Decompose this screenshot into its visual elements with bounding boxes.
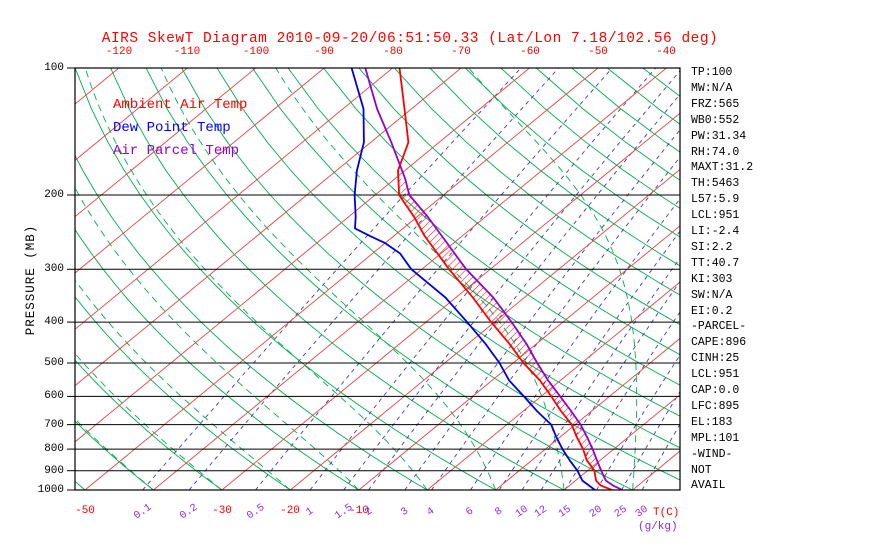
stats-line: PW:31.34: [691, 129, 747, 143]
bottom-temp-label: -10: [349, 505, 369, 517]
temp-unit-label: T(C): [653, 507, 680, 519]
plot-border: [74, 67, 681, 491]
pressure-tick-label: 400: [44, 316, 64, 328]
pressure-tick-label: 200: [44, 189, 64, 201]
mixing-ratio-label: 3: [398, 505, 412, 519]
mixing-ratio-label: 0.1: [131, 501, 155, 523]
legend-ambient-label: Ambient Air Temp: [113, 97, 248, 113]
mixing-ratio-label: 30: [633, 503, 651, 521]
top-temp-label: -110: [173, 46, 201, 58]
dewpoint-curve: [350, 68, 596, 490]
stats-line: WB0:552: [691, 113, 740, 127]
ambient-temp-curve: [397, 68, 613, 490]
stats-line: MAXT:31.2: [691, 161, 754, 175]
mixing-ratio-label: 25: [612, 503, 630, 521]
stats-line: MPL:101: [691, 431, 740, 445]
dry-adiabats-group: [75, 68, 680, 490]
pressure-tick-label: 900: [44, 465, 64, 477]
mixing-unit-label: (g/kg): [638, 521, 678, 533]
mixing-ratio-label: 6: [463, 505, 477, 519]
stats-line: CAP:0.0: [691, 384, 740, 397]
pressure-tick-label: 1000: [37, 484, 64, 496]
pressure-tick-label: 500: [44, 357, 64, 369]
pressure-tick-label: 600: [44, 390, 64, 402]
mixing-ratio-label: 15: [556, 503, 574, 521]
mixing-ratio-label: 0.5: [244, 501, 268, 523]
pressure-tick-label: 300: [44, 263, 64, 275]
stats-line: CINH:25: [691, 352, 740, 366]
top-temp-label: -50: [588, 46, 608, 58]
mixing-ratio-label: 4: [424, 505, 438, 519]
stats-line: TH:5463: [691, 177, 740, 191]
mixing-ratio-lines-group: [142, 68, 680, 490]
stats-line: -PARCEL-: [691, 320, 747, 334]
stats-line: MW:N/A: [691, 81, 733, 95]
mixing-ratio-label: 0.2: [177, 501, 201, 523]
isotherms-group: [75, 68, 680, 490]
top-temp-label: -100: [242, 46, 270, 58]
stats-line: LCL:951: [691, 209, 740, 223]
stats-line: EI:0.2: [691, 304, 733, 318]
stats-line: EL:183: [691, 415, 733, 429]
stats-line: SI:2.2: [691, 240, 733, 254]
chart-title: AIRS SkewT Diagram 2010-09-20/06:51:50.3…: [101, 31, 719, 47]
stats-line: SW:N/A: [691, 288, 733, 302]
legend-parcel-label: Air Parcel Temp: [113, 143, 240, 159]
legend-dewpoint-label: Dew Point Temp: [113, 120, 231, 136]
stats-line: LI:-2.4: [691, 225, 740, 238]
bottom-temp-label: -20: [280, 505, 300, 517]
parcel-temp-curve: [364, 68, 623, 490]
top-temp-label: -70: [451, 46, 471, 58]
stats-line: LFC:895: [691, 399, 740, 413]
stats-line: NOT: [691, 463, 712, 477]
top-temp-label: -40: [656, 46, 676, 58]
stats-line: L57:5.9: [691, 193, 740, 207]
stats-line: AVAIL: [691, 479, 726, 493]
pressure-tick-label: 800: [44, 443, 64, 455]
top-temp-label: -90: [314, 46, 334, 58]
stats-line: -WIND-: [691, 447, 733, 461]
stats-line: TP:100: [691, 66, 733, 79]
mixing-ratio-label: 8: [492, 505, 506, 519]
mixing-ratio-label: 20: [587, 503, 605, 521]
bottom-temp-label: -50: [75, 505, 95, 517]
top-temp-label: -120: [105, 46, 133, 58]
top-temp-label: -60: [520, 46, 540, 58]
pressure-tick-label: 700: [44, 419, 64, 431]
top-temp-label: -80: [383, 46, 403, 58]
pressure-tick-label: 100: [44, 62, 64, 74]
bottom-temp-label: -30: [212, 505, 232, 517]
stats-line: LCL:951: [691, 368, 740, 382]
mixing-ratio-label: 10: [513, 503, 531, 521]
mixing-ratio-label: 1: [303, 505, 317, 519]
pressure-gridlines-group: [75, 194, 680, 490]
stats-line: TT:40.7: [691, 256, 740, 270]
stats-line: KI:303: [691, 272, 733, 286]
stats-line: CAPE:896: [691, 336, 747, 350]
mixing-ratio-label: 12: [532, 503, 550, 521]
stats-line: RH:74.0: [691, 145, 740, 159]
stats-line: FRZ:565: [691, 97, 740, 111]
cape-hatch-area: [398, 178, 601, 470]
